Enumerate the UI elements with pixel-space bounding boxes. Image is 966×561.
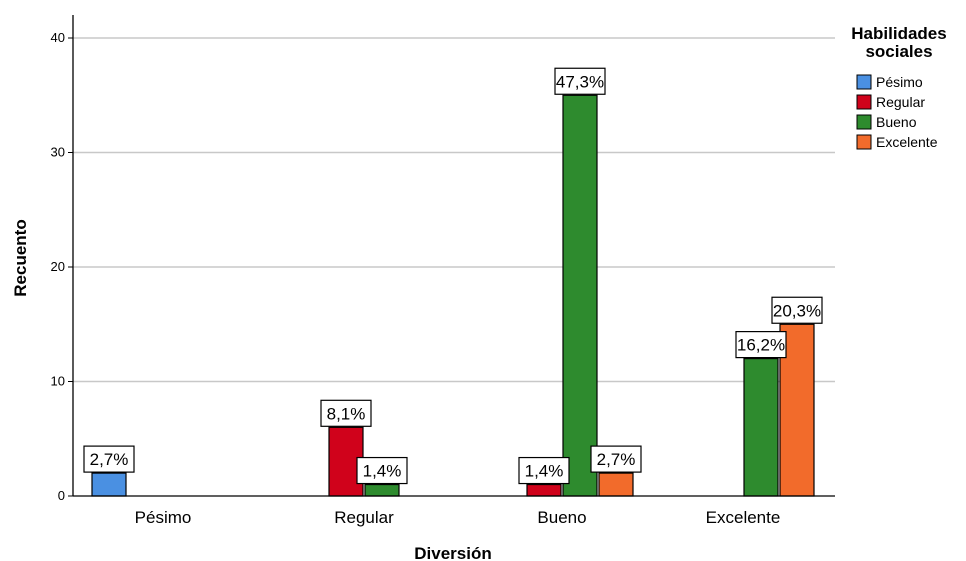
data-label-box [320,399,372,427]
x-axis-title: Diversión [414,544,491,561]
data-label-box [518,456,570,485]
legend-label-excelente: Excelente [876,134,938,150]
legend-swatch-pésimo [856,74,872,90]
data-label-text: 1,4% [525,462,564,481]
x-axis: Pésimo Regular Bueno Excelente [73,495,835,527]
data-label: 47,3% [554,67,606,95]
data-label: 20,3% [771,296,823,324]
bars [91,94,815,497]
y-tick-label: 0 [58,488,65,503]
data-label-text: 47,3% [556,72,604,91]
grid-lines [73,37,835,383]
legend-title-line2: sociales [865,42,932,61]
x-tick-label: Pésimo [135,508,192,527]
data-label: 1,4% [356,456,408,485]
legend-label-regular: Regular [876,94,925,110]
legend-swatch-bueno [856,114,872,130]
data-label-text: 16,2% [737,336,785,355]
data-label: 8,1% [320,399,372,427]
data-labels: 2,7% 8,1% 1,4% 1,4% 47,3% 16,2% 2,7% 20,3% [83,67,823,485]
y-tick-label: 40 [51,30,65,45]
bar-bueno-excelente [743,358,779,497]
bar-pésimo-pésimo [91,472,127,497]
data-label: 2,7% [590,445,642,473]
data-label-box [356,456,408,485]
data-label-box [590,445,642,473]
data-label: 16,2% [735,331,787,359]
y-tick-label: 10 [51,374,65,389]
bar-regular-bueno [526,483,562,497]
legend-label-pésimo: Pésimo [876,74,923,90]
x-tick-label: Regular [334,508,394,527]
x-tick-label: Excelente [706,508,781,527]
legend: Habilidades sociales Pésimo Regular Bueno E… [851,24,946,150]
data-label-text: 2,7% [90,450,129,469]
data-label-box [771,296,823,324]
x-tick-label: Bueno [537,508,586,527]
legend-label-bueno: Bueno [876,114,917,130]
bar-bueno-bueno [562,94,598,497]
data-label-text: 20,3% [773,301,821,320]
data-label-text: 8,1% [327,404,366,423]
y-tick-label: 20 [51,259,65,274]
bar-bueno-regular [364,483,400,497]
data-label-text: 1,4% [363,462,402,481]
legend-swatch-excelente [856,134,872,150]
data-label: 1,4% [518,456,570,485]
data-label-box [83,445,135,473]
y-axis: 0 10 20 30 40 [51,15,74,503]
data-label: 2,7% [83,445,135,473]
legend-swatch-regular [856,94,872,110]
data-label-text: 2,7% [597,450,636,469]
y-axis-title: Recuento [11,219,30,296]
bar-excelente-bueno [598,472,634,497]
legend-title-line1: Habilidades [851,24,946,43]
y-tick-label: 30 [51,145,65,160]
data-label-box [735,331,787,359]
data-label-box [554,67,606,95]
